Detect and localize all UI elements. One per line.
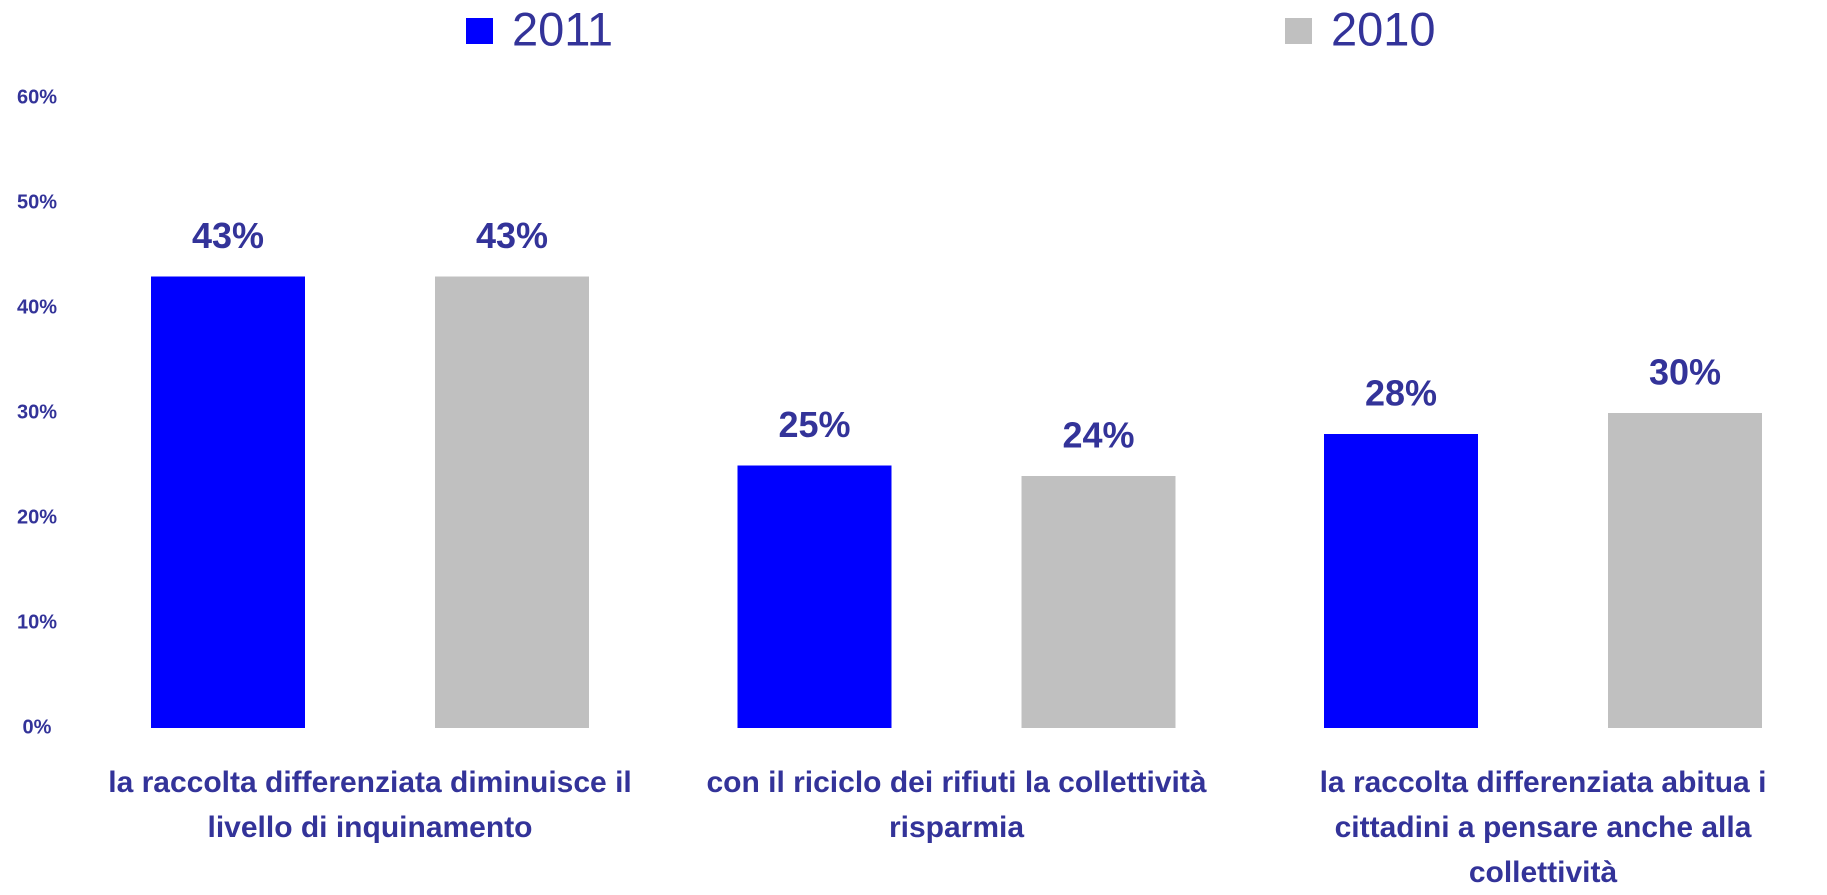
x-tick-label: la raccolta differenziata diminuisce il … — [108, 766, 632, 844]
y-tick-label: 20% — [17, 506, 57, 528]
data-label: 43% — [476, 215, 548, 256]
data-label: 43% — [192, 215, 264, 256]
bar — [1324, 434, 1478, 728]
data-label: 24% — [1062, 415, 1134, 456]
x-tick-label: la raccolta differenziata abitua i citta… — [1319, 766, 1767, 889]
bar — [151, 276, 305, 728]
bar — [737, 465, 892, 728]
legend-label: 2010 — [1331, 2, 1436, 55]
legend-label: 2011 — [512, 2, 613, 55]
legend-swatch — [1285, 18, 1312, 44]
y-tick-label: 0% — [23, 716, 52, 738]
data-label: 25% — [778, 404, 850, 445]
y-tick-label: 40% — [17, 296, 57, 318]
legend-swatch — [466, 18, 493, 44]
y-tick-label: 50% — [17, 191, 57, 213]
data-label: 30% — [1649, 352, 1721, 393]
x-tick-label: con il riciclo dei rifiuti la collettivi… — [706, 766, 1207, 844]
y-tick-label: 30% — [17, 401, 57, 423]
bar — [435, 276, 589, 728]
y-tick-label: 10% — [17, 611, 57, 633]
data-label: 28% — [1365, 373, 1437, 414]
bar — [1608, 413, 1762, 728]
bar — [1021, 476, 1176, 728]
y-tick-label: 60% — [17, 86, 57, 108]
